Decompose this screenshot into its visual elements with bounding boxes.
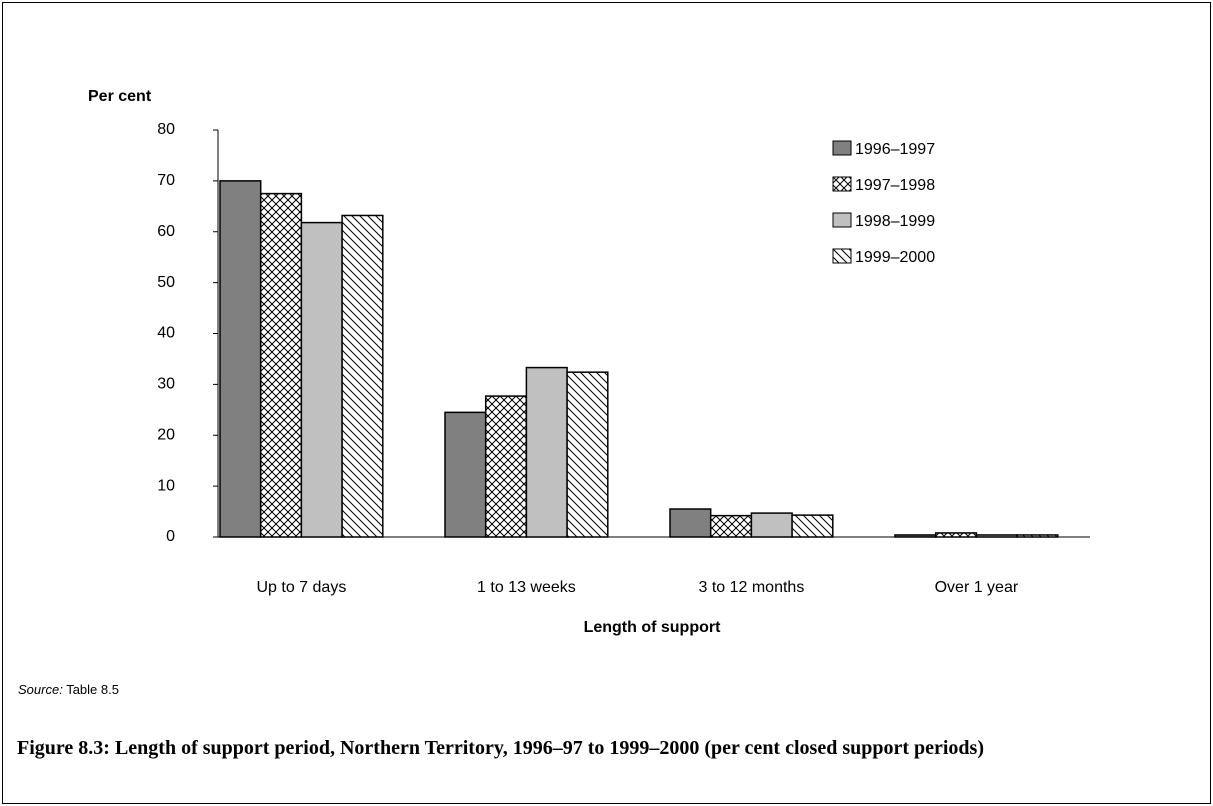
bar <box>709 514 753 538</box>
caption: Figure 8.3: Length of support period, No… <box>17 737 985 759</box>
y-tick-label: 50 <box>157 274 175 291</box>
y-tick-label: 30 <box>157 376 175 393</box>
x-tick-label: 1 to 13 weeks <box>477 579 576 596</box>
x-tick-label: Up to 7 days <box>256 579 346 596</box>
bar <box>341 214 384 538</box>
bar <box>934 532 978 538</box>
y-tick-label: 80 <box>157 121 175 138</box>
x-axis-label: Length of support <box>584 619 722 636</box>
source-text: Table 8.5 <box>66 682 119 697</box>
source-label: Source: <box>18 682 63 697</box>
source: Source: Table 8.5 <box>18 682 119 697</box>
y-tick-label: 40 <box>157 325 175 342</box>
bar <box>566 371 609 538</box>
legend-label: 1999–2000 <box>855 249 935 266</box>
y-tick-label: 70 <box>157 172 175 189</box>
x-tick-label: 3 to 12 months <box>698 579 804 596</box>
legend-label: 1998–1999 <box>855 213 935 230</box>
bar <box>975 534 1018 538</box>
bar <box>669 508 712 538</box>
legend-label: 1997–1998 <box>855 177 935 194</box>
y-tick-label: 0 <box>166 528 175 545</box>
y-axis-label: Per cent <box>88 88 152 105</box>
y-tick-label: 10 <box>157 477 175 494</box>
legend-swatch <box>832 212 852 228</box>
legend-swatch <box>832 176 852 192</box>
y-tick-label: 60 <box>157 223 175 240</box>
bar <box>750 512 793 538</box>
legend-swatch <box>832 248 852 264</box>
bar <box>894 534 937 538</box>
bar <box>525 366 568 538</box>
bar <box>1016 534 1059 538</box>
bar <box>444 411 487 538</box>
x-tick-label: Over 1 year <box>935 579 1019 596</box>
legend-label: 1996–1997 <box>855 141 935 158</box>
bar <box>791 514 834 538</box>
bar <box>259 192 303 538</box>
bar <box>300 221 343 538</box>
bar <box>219 180 262 538</box>
legend-swatch <box>832 140 852 156</box>
bar <box>484 395 528 538</box>
y-tick-label: 20 <box>157 426 175 443</box>
